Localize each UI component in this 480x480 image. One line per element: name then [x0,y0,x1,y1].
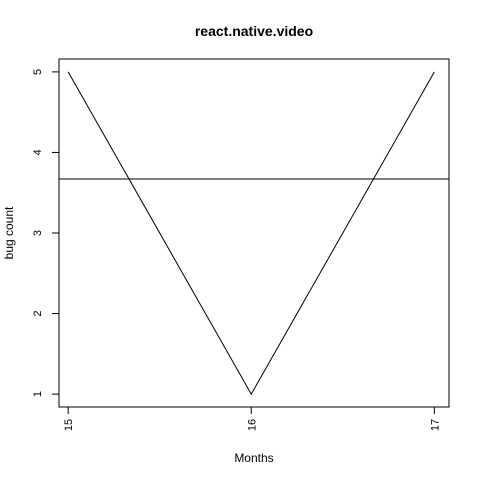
y-tick-label-3: 4 [32,149,44,155]
y-tick-label-1: 2 [32,310,44,316]
plot-box [58,58,450,408]
series-layer [67,71,435,396]
x-axis: 15 16 17 [63,406,441,431]
y-axis: 1 2 3 4 5 [32,69,60,397]
series-line-0 [67,71,435,396]
x-tick-label-1: 16 [246,419,258,431]
x-axis-label: Months [234,451,273,465]
x-tick-label-2: 17 [429,419,441,431]
y-tick-label-2: 3 [32,230,44,236]
y-tick-label-0: 1 [32,391,44,397]
chart-title: react.native.video [195,23,313,39]
y-tick-label-4: 5 [32,69,44,75]
x-tick-label-0: 15 [63,419,75,431]
y-axis-label: bug count [2,206,16,259]
